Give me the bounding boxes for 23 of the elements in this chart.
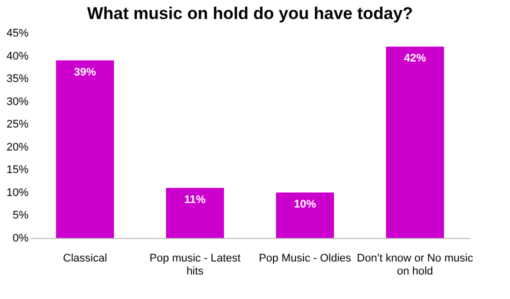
bar: [386, 46, 444, 238]
x-tick-label: Pop Music - Oldies: [258, 252, 352, 264]
x-tick-label: Pop music - Latest hits: [149, 252, 241, 278]
bar: [276, 192, 334, 238]
data-label: 11%: [184, 194, 206, 206]
y-tick-label: 20%: [6, 141, 29, 154]
bar: [166, 188, 224, 238]
data-label: 42%: [404, 52, 426, 65]
y-tick-label: 10%: [6, 186, 29, 199]
x-tick-label: Don’t know or No music on hold: [356, 252, 474, 278]
y-tick-label: 45%: [6, 28, 29, 40]
data-label: 10%: [294, 198, 316, 210]
bar: [56, 60, 114, 238]
y-tick-label: 0%: [12, 232, 29, 244]
y-tick-label: 15%: [6, 164, 29, 176]
data-label: 39%: [74, 66, 96, 78]
chart-title: What music on hold do you have today?: [87, 4, 413, 23]
y-tick-label: 25%: [6, 118, 29, 131]
y-tick-label: 35%: [6, 73, 29, 86]
y-tick-label: 5%: [12, 210, 29, 222]
y-tick-label: 30%: [6, 96, 29, 108]
y-tick-label: 40%: [6, 50, 29, 62]
x-tick-label: Classical: [62, 252, 108, 264]
